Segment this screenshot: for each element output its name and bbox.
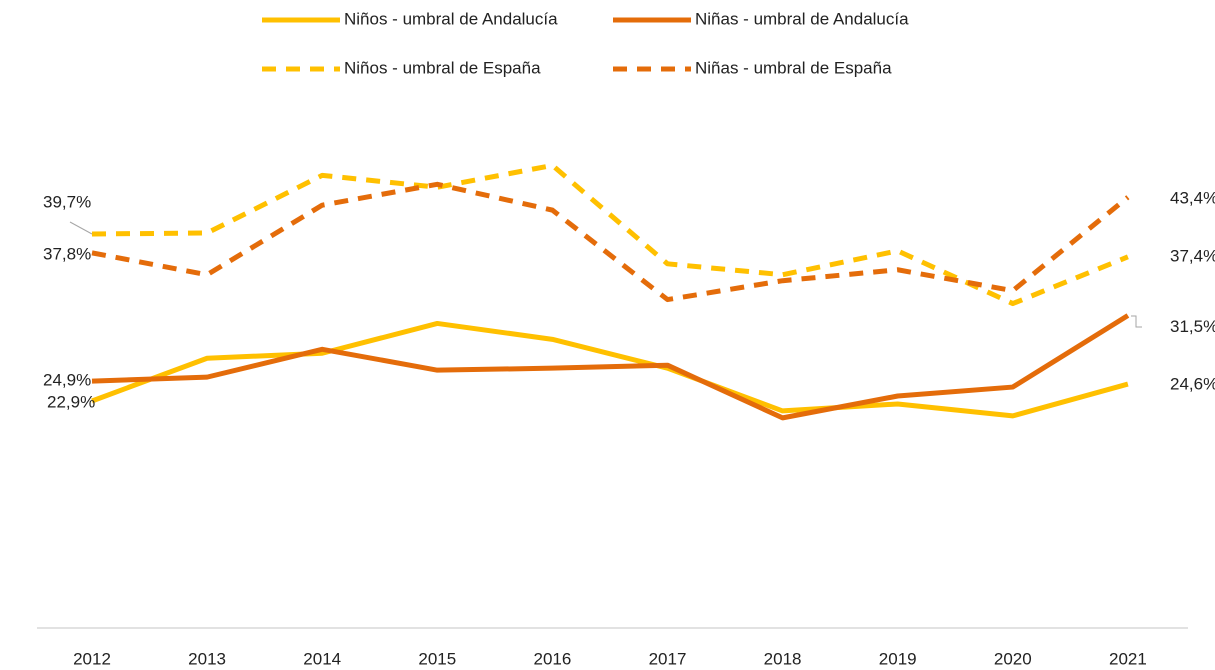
data-label: 37,4% xyxy=(1170,246,1215,265)
leader-line xyxy=(69,221,93,235)
leader-line xyxy=(1131,315,1142,328)
data-label: 22,9% xyxy=(47,392,95,411)
legend-label: Niñas - umbral de España xyxy=(695,58,892,77)
data-label: 39,7% xyxy=(43,192,91,211)
x-tick-label: 2020 xyxy=(994,649,1032,668)
data-label: 24,9% xyxy=(43,371,91,390)
x-tick-label: 2014 xyxy=(303,649,341,668)
x-tick-label: 2019 xyxy=(879,649,917,668)
series-line xyxy=(91,162,1129,307)
data-label: 37,8% xyxy=(43,244,91,263)
data-label: 31,5% xyxy=(1170,317,1215,336)
legend-label: Niños - umbral de Andalucía xyxy=(344,9,558,28)
data-label: 43,4% xyxy=(1170,189,1215,208)
x-tick-label: 2013 xyxy=(188,649,226,668)
x-tick-label: 2017 xyxy=(649,649,687,668)
x-tick-label: 2016 xyxy=(533,649,571,668)
legend-label: Niños - umbral de España xyxy=(344,58,541,77)
legend-label: Niñas - umbral de Andalucía xyxy=(695,9,909,28)
series-line xyxy=(91,181,1130,303)
x-tick-label: 2021 xyxy=(1109,649,1147,668)
x-tick-label: 2015 xyxy=(418,649,456,668)
series-line xyxy=(91,320,1129,419)
data-label: 24,6% xyxy=(1170,375,1215,394)
series-line xyxy=(91,313,1130,421)
x-tick-label: 2012 xyxy=(73,649,111,668)
x-tick-label: 2018 xyxy=(764,649,802,668)
